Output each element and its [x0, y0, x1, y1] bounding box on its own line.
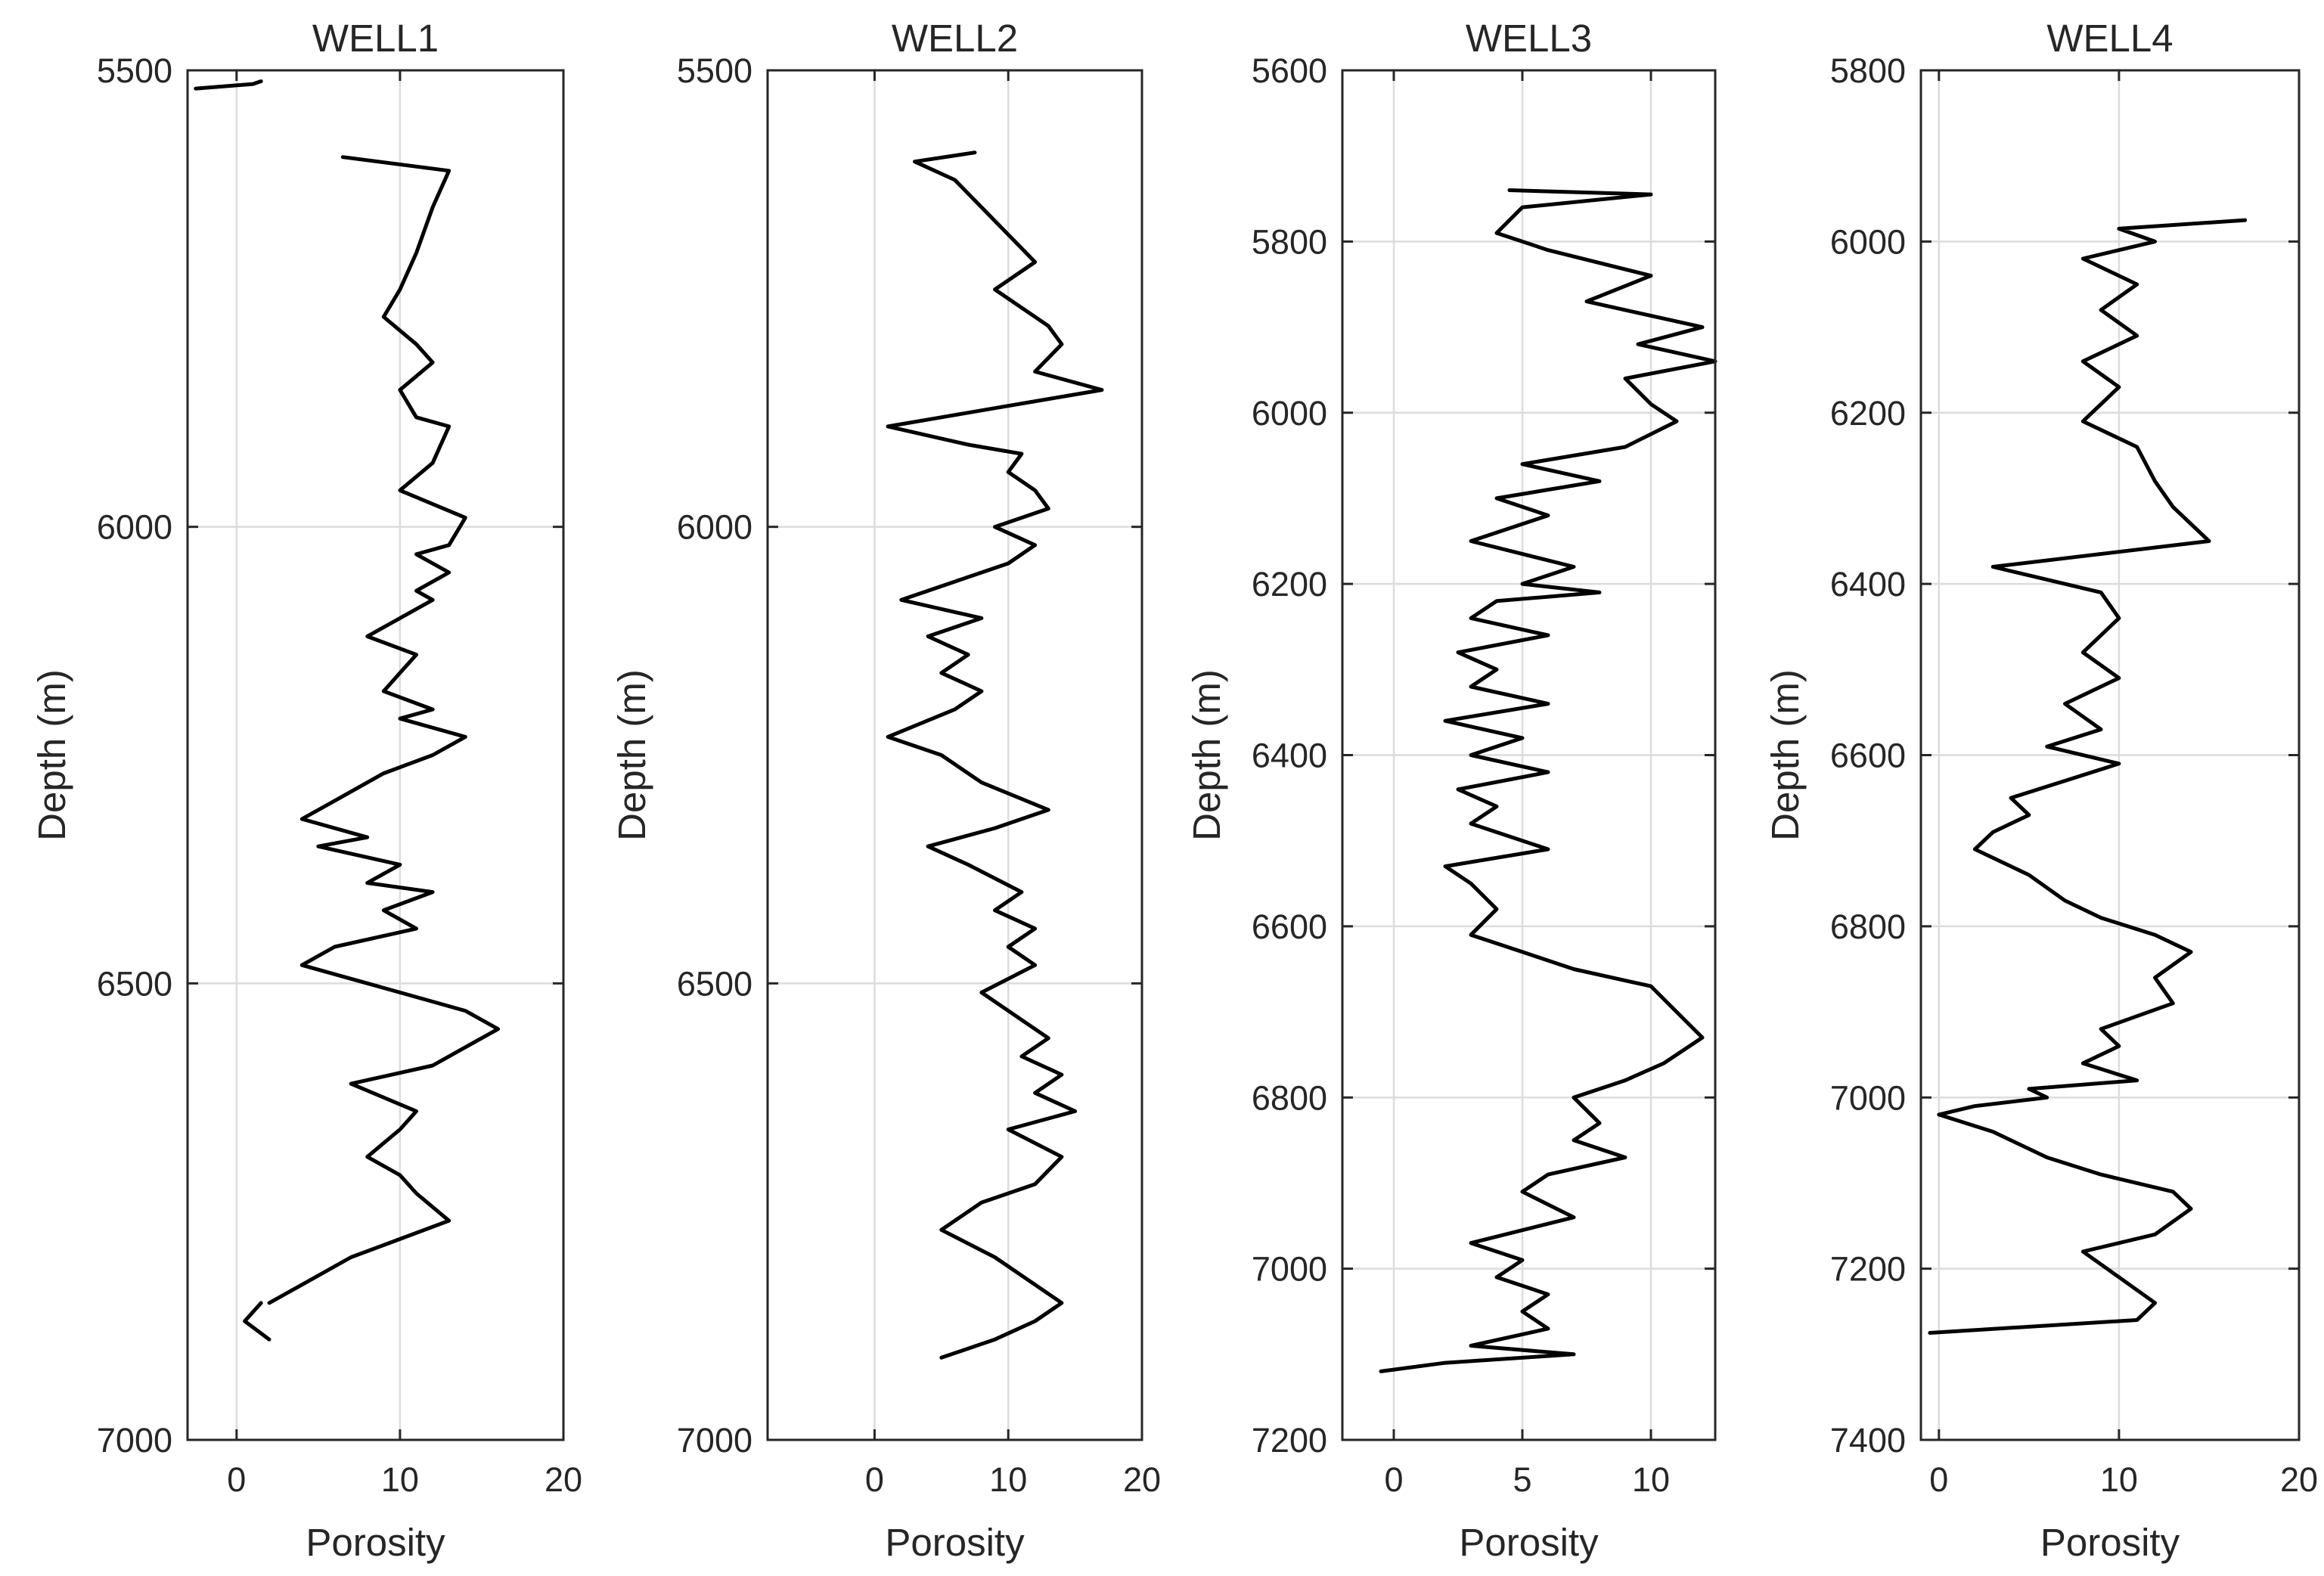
porosity-curve — [1379, 188, 1717, 1373]
y-tick-label: 6600 — [1252, 907, 1327, 946]
panel-title: WELL2 — [892, 17, 1018, 60]
y-tick-label: 5800 — [1830, 51, 1906, 90]
x-tick-label: 0 — [227, 1460, 246, 1499]
y-axis-label: Depth (m) — [1764, 669, 1807, 841]
y-tick-label: 6800 — [1830, 907, 1906, 946]
porosity-curve — [886, 150, 1104, 1360]
y-tick-label: 5600 — [1252, 51, 1327, 90]
x-axis-label: Porosity — [885, 1521, 1025, 1564]
plot-frame — [766, 69, 1143, 1441]
y-tick-label: 6600 — [1830, 737, 1906, 775]
x-tick-label: 5 — [1513, 1460, 1531, 1499]
y-tick-label: 7200 — [1252, 1421, 1327, 1460]
panel-well2: 0 10 20 5500 6000 6500 7000 WELL2 Porosity Depth … — [610, 17, 1161, 1564]
porosity-curve — [194, 79, 263, 91]
y-tick-label: 6000 — [1830, 222, 1906, 261]
panel-well4: 0 10 20 5800 6000 6200 6400 6600 6800 7000 7200 740… — [1764, 17, 2318, 1564]
panel-title: WELL3 — [1466, 17, 1592, 60]
panel-title: WELL4 — [2046, 17, 2173, 60]
y-tick-label: 6800 — [1252, 1078, 1327, 1117]
y-tick-label: 6200 — [1830, 394, 1906, 433]
porosity-curve — [267, 155, 501, 1305]
y-tick-label: 5800 — [1252, 222, 1327, 261]
y-tick-label: 6500 — [97, 964, 172, 1003]
x-tick-label: 20 — [1123, 1460, 1161, 1499]
x-tick-label: 0 — [1929, 1460, 1948, 1499]
panel-title: WELL1 — [312, 17, 439, 60]
y-tick-label: 6000 — [677, 508, 752, 547]
y-tick-label: 5500 — [97, 51, 172, 90]
x-tick-label: 20 — [545, 1460, 582, 1499]
x-tick-label: 20 — [2280, 1460, 2318, 1499]
plot-frame — [186, 69, 565, 1441]
y-tick-label: 5500 — [677, 51, 752, 90]
y-tick-label: 6200 — [1252, 565, 1327, 603]
y-tick-label: 6000 — [1252, 394, 1327, 433]
y-tick-label: 6400 — [1252, 737, 1327, 775]
y-tick-label: 6500 — [677, 964, 752, 1003]
y-tick-label: 6000 — [97, 508, 172, 547]
x-axis-label: Porosity — [1459, 1521, 1599, 1564]
panel-well3: 0 5 10 5600 5800 6000 6200 6400 6600 6800 7000 7200… — [1185, 17, 1717, 1564]
x-axis-label: Porosity — [2040, 1521, 2180, 1564]
y-tick-label: 7200 — [1830, 1250, 1906, 1289]
y-axis-label: Depth (m) — [1185, 669, 1228, 841]
y-axis-label: Depth (m) — [30, 669, 73, 841]
x-axis-label: Porosity — [306, 1521, 445, 1564]
x-tick-label: 10 — [2100, 1460, 2138, 1499]
y-tick-label: 7000 — [1830, 1078, 1906, 1117]
x-tick-label: 10 — [1632, 1460, 1670, 1499]
y-axis-label: Depth (m) — [610, 669, 653, 841]
y-tick-label: 7400 — [1830, 1421, 1906, 1460]
panel-well1: 0 10 20 5500 6000 6500 7000 WELL1 Porosity Depth … — [30, 17, 582, 1564]
porosity-curve — [243, 1301, 271, 1342]
x-tick-label: 0 — [1384, 1460, 1403, 1499]
x-tick-label: 10 — [989, 1460, 1027, 1499]
x-tick-label: 0 — [865, 1460, 884, 1499]
y-tick-label: 7000 — [97, 1421, 172, 1460]
y-tick-label: 7000 — [1252, 1250, 1327, 1289]
x-tick-label: 10 — [381, 1460, 419, 1499]
y-tick-label: 6400 — [1830, 565, 1906, 603]
y-tick-label: 7000 — [677, 1421, 752, 1460]
porosity-curve — [1928, 218, 2248, 1335]
